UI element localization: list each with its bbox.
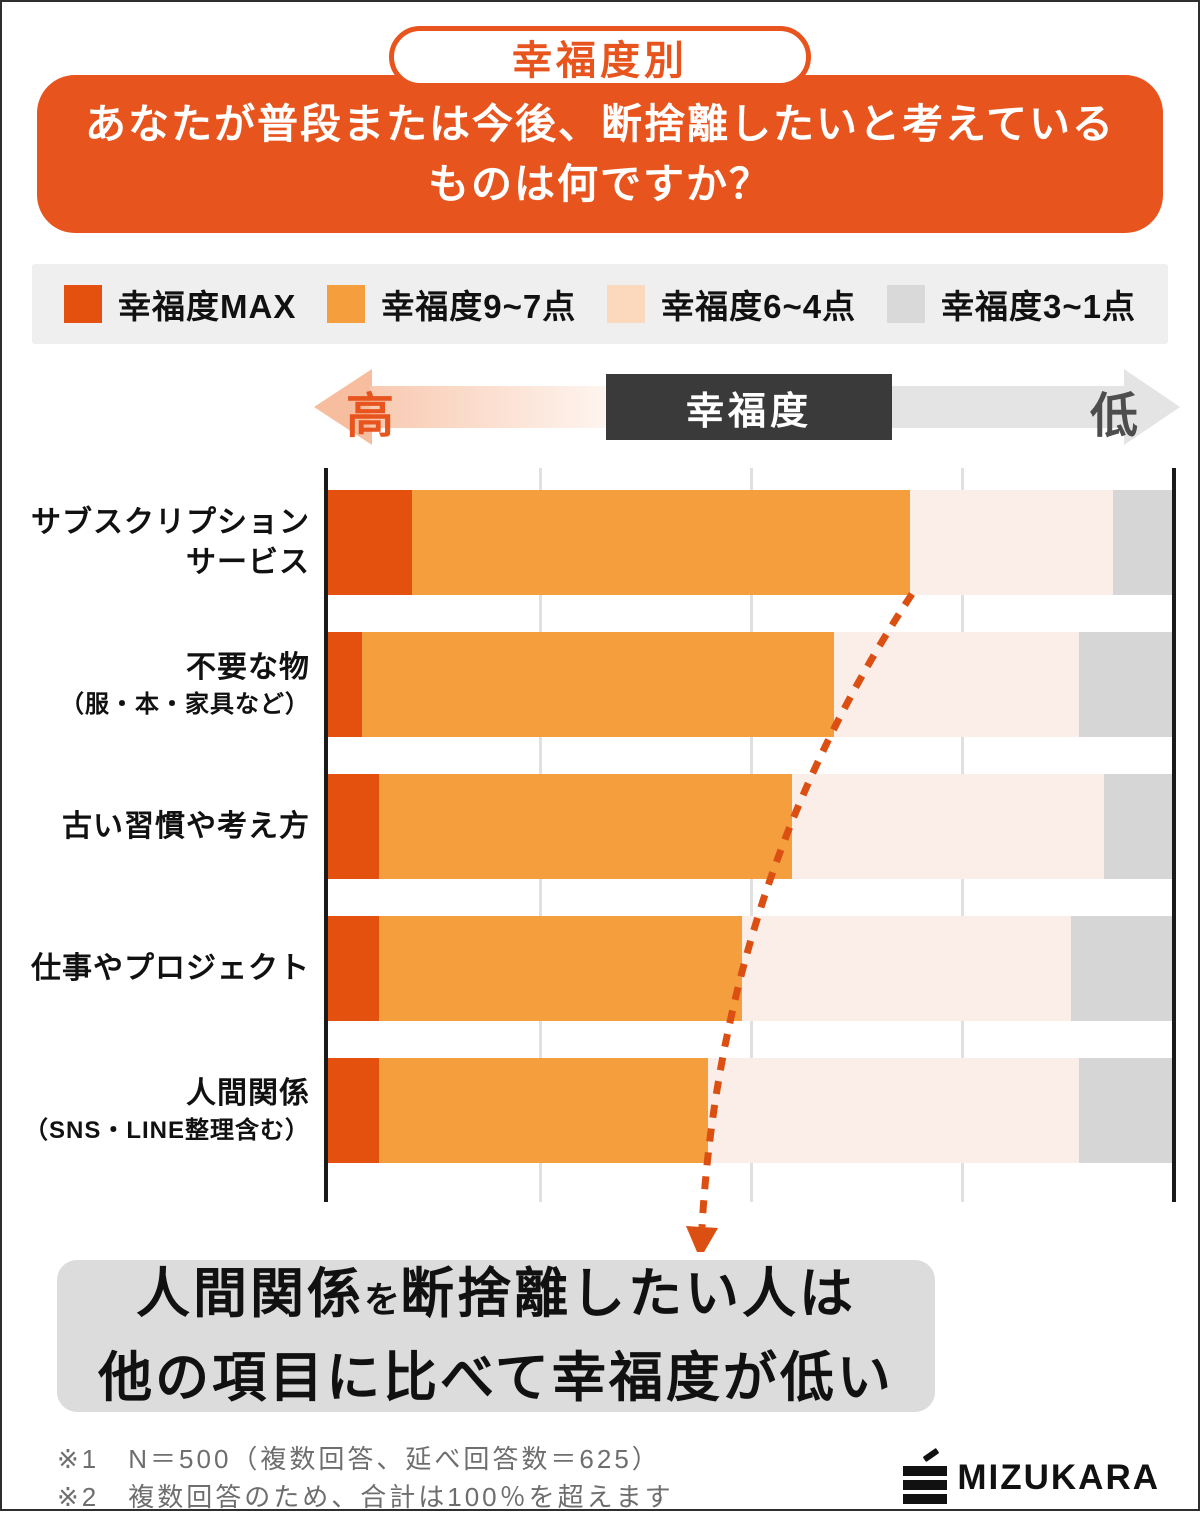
legend-item-label: 幸福度9~7点 — [381, 288, 577, 325]
footer: ※1 N＝500（複数回答、延べ回答数＝625） ※2 複数回答のため、合計は10… — [57, 1442, 1160, 1514]
right-arrow-icon — [1124, 369, 1180, 445]
legend-item-label: 幸福度MAX — [118, 288, 297, 325]
bar-segment — [328, 632, 362, 737]
category-label: 仕事やプロジェクト — [2, 916, 310, 1021]
category-badge: 幸福度別 — [389, 26, 811, 88]
legend-item-label: 幸福度6~4点 — [661, 288, 857, 325]
category-label: 不要な物 （服・本・家具など） — [2, 632, 310, 737]
callout-line2: 他の項目に比べて幸福度が低い — [98, 1348, 894, 1408]
legend-item-label: 幸福度3~1点 — [940, 288, 1136, 325]
footnote-line: ※1 N＝500（複数回答、延べ回答数＝625） — [57, 1444, 661, 1474]
plot-area — [324, 468, 1176, 1202]
title-banner: あなたが普段または今後、断捨離したいと考えている ものは何ですか？ — [37, 75, 1163, 233]
bar-segment — [1079, 1058, 1172, 1163]
legend-item: 幸福度9~7点 — [327, 280, 576, 328]
bar-segment — [328, 1058, 379, 1163]
axis-title-box: 幸福度 — [606, 374, 892, 440]
legend-item: 幸福度3~1点 — [886, 280, 1136, 328]
footnotes: ※1 N＝500（複数回答、延べ回答数＝625） ※2 複数回答のため、合計は10… — [57, 1442, 674, 1514]
category-label-line: サービス — [186, 545, 310, 579]
bar-segment — [834, 632, 1080, 737]
bar-row — [328, 916, 1172, 1021]
bar-segment — [378, 774, 793, 879]
bar-segment — [1104, 774, 1172, 879]
category-label: サブスクリプションサービス — [2, 490, 310, 595]
category-label-line: 不要な物 — [186, 650, 310, 684]
page-title-line1: あなたが普段または今後、断捨離したいと考えている — [85, 101, 1115, 147]
axis-low-label: 低 — [1090, 390, 1139, 443]
legend-swatch-icon — [327, 285, 366, 323]
category-label: 古い習慣や考え方 — [2, 774, 310, 879]
bar-segment — [1112, 490, 1172, 595]
brand-logo-text: MIZUKARA — [957, 1458, 1160, 1497]
callout-line1: 人間関係を断捨離したい人は — [135, 1264, 856, 1324]
bar-segment — [741, 916, 1071, 1021]
bar-segment — [910, 490, 1113, 595]
mizukara-logo-icon — [903, 1447, 948, 1504]
legend-item: 幸福度6~4点 — [607, 280, 856, 328]
axis-high-label: 高 — [346, 390, 395, 443]
right-arrow-body — [892, 386, 1124, 428]
happiness-axis: 高 幸福度 低 — [2, 362, 1198, 448]
category-label-line: 古い習慣や考え方 — [62, 809, 310, 843]
insight-callout: 人間関係を断捨離したい人は 他の項目に比べて幸福度が低い — [2, 1260, 1198, 1420]
legend: 幸福度MAX 幸福度9~7点 幸福度6~4点 幸福度3~1点 — [32, 264, 1168, 344]
category-label-line: 人間関係 — [186, 1076, 310, 1110]
badge-label: 幸福度別 — [512, 39, 688, 83]
bar-segment — [1070, 916, 1172, 1021]
left-arrow-body — [370, 386, 608, 428]
left-arrow-icon — [314, 369, 372, 445]
bar-row — [328, 632, 1172, 737]
bar-segment — [328, 490, 413, 595]
brand-logo: MIZUKARA — [903, 1447, 1160, 1504]
insight-callout-box: 人間関係を断捨離したい人は 他の項目に比べて幸福度が低い — [57, 1260, 935, 1412]
bar-segment — [1079, 632, 1172, 737]
bar-row — [328, 1058, 1172, 1163]
category-label: 人間関係 （SNS・LINE整理含む） — [2, 1058, 310, 1163]
category-label-line: （服・本・家具など） — [60, 690, 310, 718]
header: 幸福度別 あなたが普段または今後、断捨離したいと考えている ものは何ですか？ — [2, 2, 1198, 252]
category-label-line: （SNS・LINE整理含む） — [23, 1116, 310, 1144]
bar-segment — [361, 632, 835, 737]
page-title-line2: ものは何ですか？ — [428, 161, 772, 207]
stacked-bar-chart: サブスクリプションサービス不要な物 （服・本・家具など） 古い習慣や考え方仕事やプロ… — [2, 448, 1198, 1252]
footnote-line: ※2 複数回答のため、合計は100％を超えます — [57, 1482, 674, 1512]
bar-segment — [707, 1058, 1080, 1163]
bar-segment — [328, 774, 379, 879]
bar-segment — [792, 774, 1105, 879]
bar-row — [328, 490, 1172, 595]
category-label-line: サブスクリプション — [31, 505, 310, 539]
legend-swatch-icon — [64, 285, 102, 323]
bar-segment — [412, 490, 911, 595]
legend-swatch-icon — [886, 285, 925, 323]
legend-swatch-icon — [607, 285, 646, 323]
legend-item: 幸福度MAX — [64, 280, 296, 328]
bar-segment — [378, 916, 742, 1021]
bar-segment — [328, 916, 379, 1021]
axis-title: 幸福度 — [685, 390, 812, 433]
category-label-line: 仕事やプロジェクト — [31, 951, 310, 985]
bar-row — [328, 774, 1172, 879]
bar-segment — [378, 1058, 708, 1163]
